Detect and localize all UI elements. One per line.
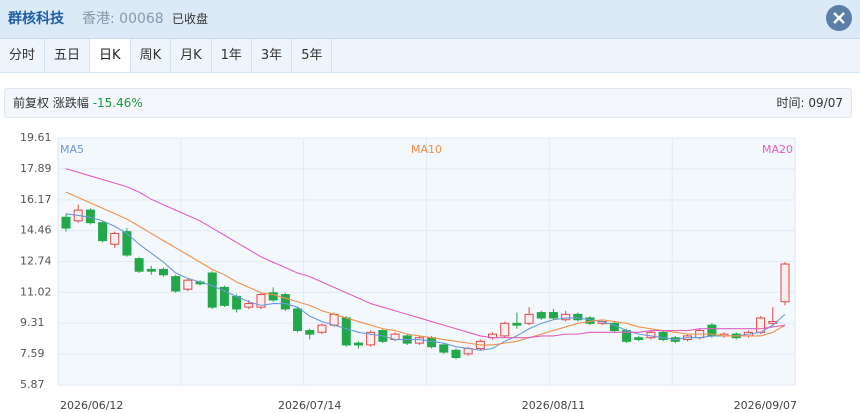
candle-body (341, 317, 351, 346)
tab[interactable]: 五日 (45, 39, 91, 72)
info-bar: 前复权 涨跌幅 -15.46% 时间: 09/07 (4, 88, 852, 118)
candle-body (244, 303, 254, 308)
legend-label: MA5 (60, 143, 84, 156)
chart: 5.87 7.59 9.31 11.02 12.74 14.46 16.17 17.89 19.… (20, 131, 797, 412)
candle-body (232, 295, 242, 310)
time-label: 时间: 09/07 (776, 96, 843, 110)
candle-body (171, 276, 181, 292)
candle-body (536, 312, 546, 319)
y-tick-label: 7.59 (20, 347, 45, 360)
change-label: 涨跌幅 (52, 96, 89, 110)
header: 群核科技 香港: 00068 已收盘 (0, 0, 860, 39)
adjust-label: 前复权 (13, 96, 50, 110)
candle-body (219, 286, 229, 306)
candle-body (268, 292, 278, 301)
y-tick-label: 17.89 (20, 162, 52, 175)
candle-body (658, 331, 668, 341)
candle-body (634, 337, 644, 341)
y-tick-label: 19.61 (20, 131, 52, 144)
ma-line (65, 213, 786, 351)
candle-body (353, 342, 363, 346)
ma-line (65, 168, 786, 339)
candle-body (110, 232, 120, 245)
y-tick-label: 16.17 (20, 193, 52, 206)
candle-body (573, 313, 583, 321)
candle-body (305, 330, 315, 335)
legend-label: MA20 (762, 143, 793, 156)
stock-name: 群核科技 (8, 11, 64, 27)
close-icon (833, 12, 845, 24)
candle-body (134, 258, 144, 272)
close-button[interactable] (826, 5, 852, 31)
tab[interactable]: 1年 (212, 39, 252, 72)
candle-body (524, 313, 534, 324)
candle-body (329, 313, 339, 326)
tab[interactable]: 5年 (292, 39, 333, 72)
candle-body (280, 294, 290, 310)
y-tick-label: 9.31 (20, 316, 45, 329)
tab[interactable]: 3年 (252, 39, 293, 72)
legend-label: MA10 (411, 143, 442, 156)
stock-code: 香港: 00068 (82, 11, 164, 27)
candle-body (500, 322, 510, 337)
tab[interactable]: 分时 (0, 39, 46, 72)
y-tick-label: 12.74 (20, 255, 52, 268)
y-tick-label: 5.87 (20, 378, 45, 391)
candle-body (183, 279, 193, 290)
y-tick-label: 14.46 (20, 224, 52, 237)
candle-body (512, 322, 522, 326)
candle-body (317, 324, 327, 333)
candle-body (98, 222, 108, 242)
candle-body (439, 344, 449, 353)
candle-body (366, 331, 376, 346)
change-value: -15.46% (92, 96, 143, 110)
x-tick-label: 2026/07/14 (278, 399, 341, 412)
candle-body (451, 349, 461, 358)
candle-body (293, 308, 303, 332)
tab[interactable]: 月K (171, 39, 212, 72)
tab[interactable]: 周K (131, 39, 172, 72)
candle-body (207, 272, 217, 308)
y-tick-label: 11.02 (20, 285, 52, 298)
tab[interactable]: 日K (90, 39, 131, 72)
tab-bar: 分时 五日 日K 周K 月K 1年 3年 5年 (0, 39, 860, 73)
candle-body (256, 294, 266, 308)
candle-body (780, 263, 790, 303)
candle-body (146, 268, 156, 272)
candle-body (61, 216, 71, 229)
market-status: 已收盘 (172, 12, 209, 26)
x-tick-label: 2026/09/07 (734, 399, 797, 412)
candle-body (548, 312, 558, 319)
candle-body (122, 231, 132, 256)
x-tick-label: 2026/06/12 (60, 399, 123, 412)
x-tick-label: 2026/08/11 (522, 399, 585, 412)
candle-body (561, 313, 571, 321)
candle-body (158, 268, 168, 276)
candle-body (768, 321, 778, 324)
